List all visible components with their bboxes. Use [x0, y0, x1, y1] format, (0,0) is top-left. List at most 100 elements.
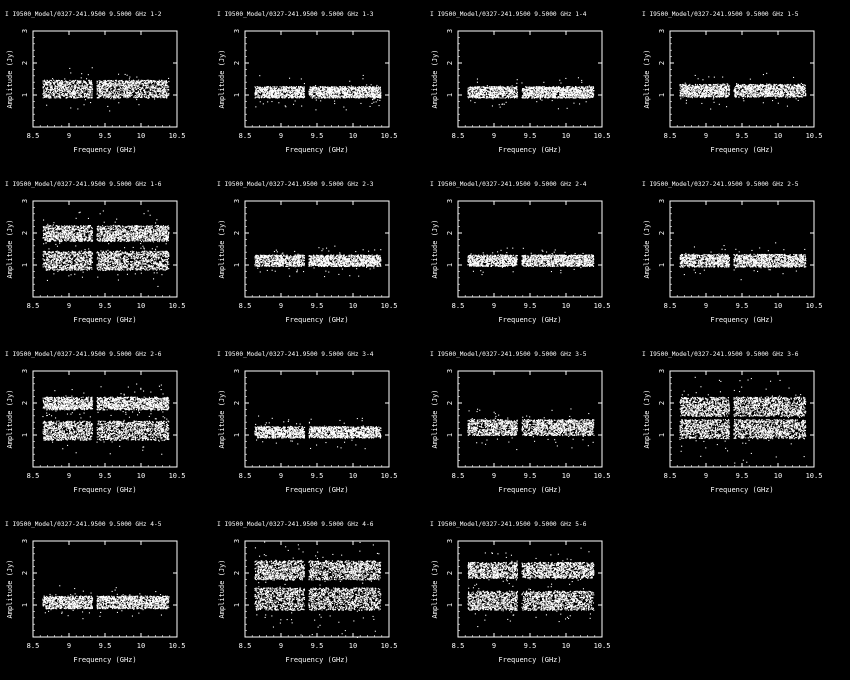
scatter-point	[68, 87, 70, 89]
scatter-point	[351, 94, 353, 96]
scatter-point	[542, 86, 544, 88]
scatter-point	[158, 80, 160, 82]
scatter-point	[334, 87, 336, 89]
scatter-point	[334, 88, 336, 90]
scatter-point	[129, 76, 131, 78]
scatter-point	[513, 91, 515, 93]
scatter-point	[168, 77, 170, 79]
scatter-point	[130, 93, 132, 95]
scatter-point	[69, 79, 71, 81]
scatter-point	[55, 91, 57, 93]
scatter-point	[80, 94, 82, 96]
scatter-point	[498, 89, 500, 91]
scatter-point	[553, 91, 555, 93]
scatter-point	[106, 86, 108, 88]
scatter-point	[534, 90, 536, 92]
scatter-point	[499, 87, 501, 89]
scatter-point	[131, 87, 133, 89]
scatter-point	[74, 93, 76, 95]
scatter-point	[351, 87, 353, 89]
scatter-point	[74, 80, 76, 82]
scatter-point	[152, 87, 154, 89]
scatter-point	[140, 79, 142, 81]
scatter-point	[379, 94, 381, 96]
scatter-point	[546, 97, 548, 99]
scatter-point	[101, 91, 103, 93]
scatter-point	[576, 90, 578, 92]
scatter-point	[574, 96, 576, 98]
scatter-point	[350, 92, 352, 94]
scatter-point	[66, 81, 68, 83]
scatter-point	[151, 81, 153, 83]
scatter-point	[138, 87, 140, 89]
scatter-point	[472, 91, 474, 93]
scatter-point	[301, 90, 303, 92]
scatter-point	[581, 86, 583, 88]
scatter-point	[132, 85, 134, 87]
scatter-point	[490, 87, 492, 89]
scatter-point	[506, 87, 508, 89]
scatter-point	[359, 97, 361, 99]
scatter-point	[308, 90, 310, 92]
scatter-point	[105, 95, 107, 97]
scatter-point	[129, 82, 131, 84]
scatter-point	[365, 96, 367, 98]
scatter-point	[369, 95, 371, 97]
scatter-point	[129, 92, 131, 94]
scatter-point	[44, 93, 46, 95]
scatter-point	[116, 90, 118, 92]
scatter-point	[270, 93, 272, 95]
scatter-point	[126, 85, 128, 87]
scatter-point	[101, 93, 103, 95]
scatter-point	[475, 95, 477, 97]
scatter-point	[105, 92, 107, 94]
scatter-point	[155, 80, 157, 82]
scatter-point	[377, 96, 379, 98]
scatter-point	[48, 89, 50, 91]
scatter-point	[151, 85, 153, 87]
scatter-point	[354, 88, 356, 90]
scatter-point	[553, 91, 555, 93]
scatter-point	[505, 88, 507, 90]
scatter-point	[467, 89, 469, 91]
scatter-point	[337, 97, 339, 99]
scatter-point	[68, 82, 70, 84]
scatter-point	[568, 86, 570, 88]
scatter-point	[345, 88, 347, 90]
scatter-point	[72, 89, 74, 91]
scatter-point	[55, 86, 57, 88]
scatter-point	[329, 97, 331, 99]
scatter-point	[283, 89, 285, 91]
scatter-point	[376, 96, 378, 98]
scatter-point	[559, 94, 561, 96]
scatter-point	[115, 95, 117, 97]
scatter-point	[474, 90, 476, 92]
scatter-point	[107, 97, 109, 99]
scatter-point	[46, 89, 48, 91]
scatter-point	[539, 93, 541, 95]
scatter-point	[262, 95, 264, 97]
scatter-point	[374, 94, 376, 96]
scatter-point	[297, 95, 299, 97]
scatter-point	[44, 95, 46, 97]
scatter-point	[329, 94, 331, 96]
scatter-point	[347, 93, 349, 95]
scatter-point	[333, 90, 335, 92]
plot-title: I I9500_Model/0327-241.9500 9.5000 GHz 1…	[5, 11, 162, 18]
scatter-point	[376, 89, 378, 91]
scatter-point	[332, 93, 334, 95]
scatter-point	[164, 91, 166, 93]
scatter-point	[114, 93, 116, 95]
scatter-point	[486, 93, 488, 95]
scatter-point	[584, 88, 586, 90]
scatter-point	[570, 94, 572, 96]
scatter-point	[325, 92, 327, 94]
scatter-point	[556, 87, 558, 89]
scatter-point	[334, 89, 336, 91]
scatter-point	[97, 97, 99, 99]
scatter-point	[267, 97, 269, 99]
scatter-point	[159, 89, 161, 91]
scatter-point	[271, 92, 273, 94]
scatter-point	[495, 88, 497, 90]
scatter-point	[366, 84, 368, 86]
